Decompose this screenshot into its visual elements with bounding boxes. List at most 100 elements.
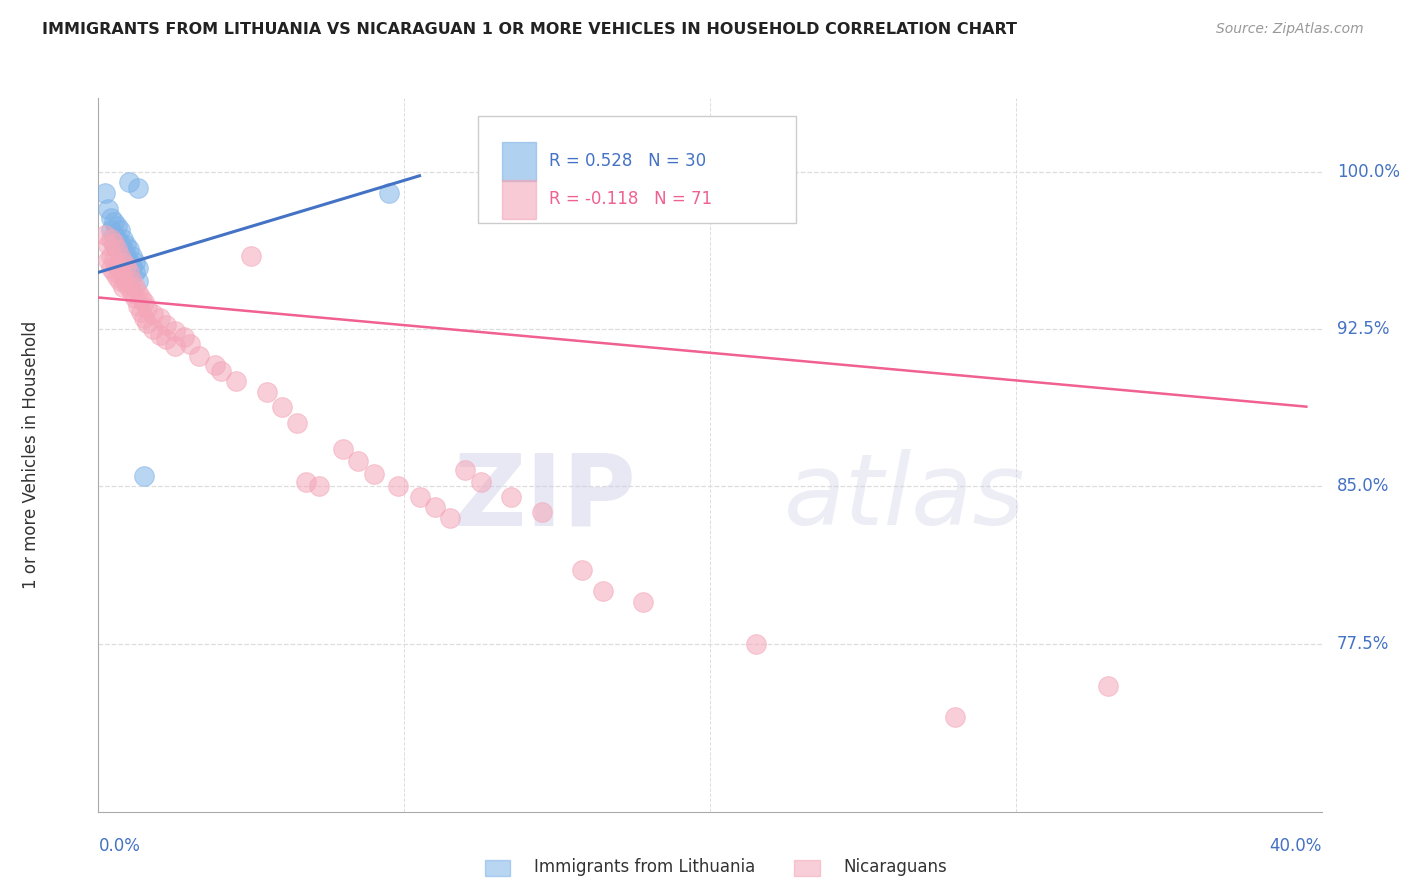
Point (115, 276, 138, 290)
Point (124, 280, 146, 294)
Point (631, 595, 654, 609)
Point (108, 235, 131, 250)
Point (332, 442, 354, 456)
Text: 92.5%: 92.5% (1337, 320, 1389, 338)
Point (225, 375, 247, 389)
Point (118, 265, 141, 279)
Text: R = -0.118   N = 71: R = -0.118 N = 71 (548, 191, 711, 209)
Point (470, 475, 492, 490)
Point (105, 242, 128, 256)
Point (155, 318, 177, 332)
Point (149, 328, 172, 343)
Point (108, 263, 131, 277)
Point (501, 490, 523, 504)
Point (179, 336, 201, 351)
Point (363, 467, 385, 481)
Point (93, 227, 115, 242)
Point (129, 305, 152, 319)
Point (103, 238, 125, 252)
Point (111, 232, 134, 246)
Text: 85.0%: 85.0% (1337, 477, 1389, 495)
Point (124, 255, 146, 269)
Point (454, 462, 477, 476)
Point (108, 274, 131, 288)
Point (423, 500, 446, 515)
Point (124, 265, 146, 279)
Point (308, 479, 330, 493)
Point (111, 280, 134, 294)
Point (163, 339, 186, 353)
Point (115, 248, 138, 262)
Point (105, 219, 128, 234)
Point (163, 324, 186, 338)
Point (105, 259, 128, 273)
Bar (502, 142, 536, 181)
Point (97, 252, 120, 267)
Point (745, 637, 768, 651)
Point (408, 490, 430, 504)
Point (127, 261, 149, 276)
Point (127, 274, 149, 288)
Point (347, 454, 370, 468)
Point (93, 186, 115, 200)
Point (173, 330, 195, 344)
Point (571, 563, 593, 577)
Point (103, 227, 125, 242)
Point (204, 358, 226, 372)
Point (136, 301, 159, 315)
Point (188, 349, 211, 363)
Point (111, 255, 134, 269)
Text: Nicaraguans: Nicaraguans (844, 858, 948, 876)
Point (105, 242, 128, 256)
Point (378, 186, 401, 200)
Text: 0.0%: 0.0% (98, 837, 141, 855)
Point (136, 316, 159, 330)
Point (149, 311, 172, 326)
Point (115, 259, 138, 273)
Point (121, 274, 143, 288)
Point (121, 248, 143, 262)
Point (142, 307, 165, 321)
Point (134, 294, 156, 309)
Text: atlas: atlas (783, 450, 1025, 546)
Text: 1 or more Vehicles in Household: 1 or more Vehicles in Household (22, 321, 41, 589)
Point (100, 248, 122, 262)
Point (118, 255, 141, 269)
Point (127, 181, 149, 195)
Point (295, 475, 318, 490)
Point (155, 333, 177, 347)
Point (127, 299, 149, 313)
Point (118, 175, 141, 189)
Point (108, 248, 131, 262)
Point (108, 223, 131, 237)
Point (111, 242, 134, 256)
Point (118, 280, 141, 294)
Point (105, 269, 128, 284)
Point (439, 511, 461, 525)
Text: Immigrants from Lithuania: Immigrants from Lithuania (534, 858, 755, 876)
Point (134, 311, 156, 326)
Point (1097, 679, 1119, 693)
FancyBboxPatch shape (478, 116, 796, 223)
Point (103, 215, 125, 229)
Point (121, 259, 143, 273)
Point (127, 286, 149, 301)
Text: ZIP: ZIP (454, 450, 637, 546)
Point (100, 223, 122, 237)
Point (103, 265, 125, 279)
Point (103, 252, 125, 267)
Point (256, 384, 278, 399)
Point (387, 479, 409, 493)
Bar (502, 180, 536, 219)
Point (103, 235, 125, 250)
Point (97, 238, 120, 252)
Point (285, 417, 308, 431)
Point (100, 211, 122, 225)
Point (100, 261, 122, 276)
Point (943, 710, 966, 724)
Point (240, 248, 263, 262)
Text: Source: ZipAtlas.com: Source: ZipAtlas.com (1216, 22, 1364, 37)
Point (530, 505, 553, 519)
Point (209, 364, 232, 378)
Point (97, 202, 120, 217)
